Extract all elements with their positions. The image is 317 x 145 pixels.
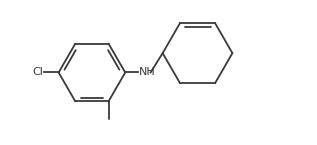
Text: Cl: Cl [32, 68, 43, 77]
Text: NH: NH [139, 68, 155, 77]
